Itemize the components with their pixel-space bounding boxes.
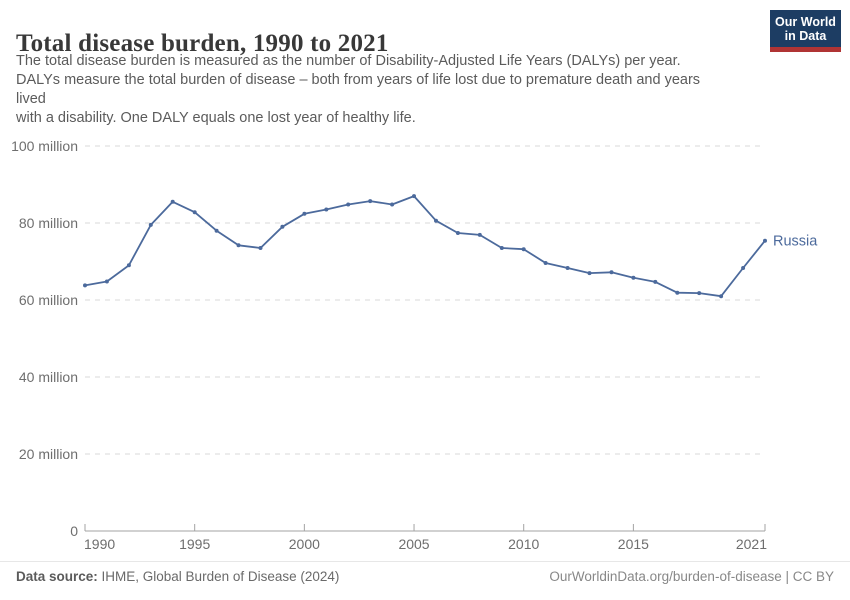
y-axis-label-0: 0 — [70, 523, 78, 539]
data-point-2019[interactable] — [719, 294, 724, 299]
data-point-2006[interactable] — [434, 218, 438, 223]
data-point-2004[interactable] — [390, 202, 395, 207]
data-point-1991[interactable] — [104, 279, 109, 284]
data-point-2010[interactable] — [521, 247, 526, 252]
data-point-2017[interactable] — [675, 290, 680, 295]
data-point-2018[interactable] — [697, 291, 702, 296]
data-point-2001[interactable] — [324, 207, 329, 212]
data-source-note: Data source: IHME, Global Burden of Dise… — [16, 569, 339, 584]
y-axis-label-80: 80 million — [19, 215, 78, 231]
data-point-2009[interactable] — [499, 246, 504, 250]
data-point-1996[interactable] — [214, 228, 219, 233]
data-point-2014[interactable] — [609, 270, 614, 275]
data-point-2008[interactable] — [477, 232, 482, 237]
footer-divider — [0, 561, 850, 562]
x-axis-label-2015: 2015 — [618, 536, 649, 552]
data-source-label: Data source: — [16, 569, 98, 584]
x-axis-label-2005: 2005 — [398, 536, 429, 552]
x-axis-label-1995: 1995 — [179, 536, 210, 552]
y-axis-label-40: 40 million — [19, 369, 78, 385]
data-point-1999[interactable] — [280, 224, 285, 229]
data-point-2020[interactable] — [741, 266, 746, 270]
data-source-text: IHME, Global Burden of Disease (2024) — [97, 569, 340, 584]
data-point-1993[interactable] — [148, 222, 153, 227]
data-point-1994[interactable] — [170, 199, 175, 204]
data-point-2016[interactable] — [653, 279, 658, 284]
data-point-2003[interactable] — [368, 199, 373, 204]
data-point-1992[interactable] — [126, 263, 131, 268]
x-axis-label-2000: 2000 — [289, 536, 320, 552]
data-point-1998[interactable] — [258, 246, 263, 250]
data-point-2015[interactable] — [631, 275, 636, 280]
data-point-2021[interactable] — [763, 238, 767, 243]
data-point-1990[interactable] — [83, 283, 87, 288]
y-axis-label-60: 60 million — [19, 292, 78, 308]
data-point-2007[interactable] — [455, 231, 460, 235]
data-point-2002[interactable] — [346, 202, 351, 207]
y-axis-label-20: 20 million — [19, 446, 78, 462]
data-point-1997[interactable] — [236, 243, 241, 248]
owid-logo-text-line2: in Data — [784, 28, 827, 43]
chart-subtitle: The total disease burden is measured as … — [16, 53, 701, 126]
data-point-1995[interactable] — [192, 210, 197, 215]
data-point-2005[interactable] — [412, 194, 416, 199]
series-label-russia[interactable]: Russia — [773, 234, 818, 250]
data-point-2000[interactable] — [302, 211, 307, 216]
data-point-2013[interactable] — [587, 271, 592, 276]
data-point-2011[interactable] — [543, 261, 548, 265]
line-chart[interactable]: 0 20 million 40 million 60 million 80 millio… — [0, 135, 850, 561]
page-title: Total disease burden, 1990 to 2021 — [16, 29, 389, 57]
x-axis-label-1990: 1990 — [84, 536, 115, 552]
x-axis-label-2010: 2010 — [508, 536, 539, 552]
owid-logo-text-line1: Our World — [775, 14, 836, 29]
x-axis-label-2021: 2021 — [736, 536, 767, 552]
y-axis-label-100: 100 million — [11, 138, 78, 154]
owid-logo[interactable]: Our World in Data — [770, 10, 841, 52]
data-point-2012[interactable] — [565, 266, 570, 270]
series-line-russia[interactable] — [84, 195, 766, 298]
license-link[interactable]: OurWorldinData.org/burden-of-disease | C… — [549, 569, 834, 584]
